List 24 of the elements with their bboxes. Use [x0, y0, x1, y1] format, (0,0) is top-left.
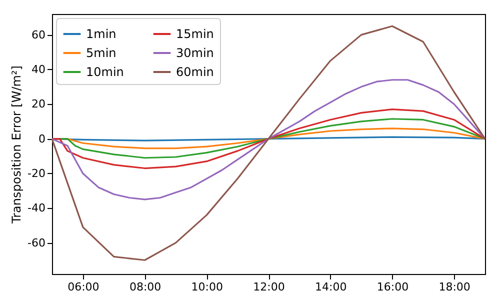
y-tick-label: 40: [32, 62, 46, 76]
y-tick-label: -20: [28, 166, 46, 180]
y-axis-title: Transposition Error [W/m²]: [10, 66, 24, 224]
y-tick-label: 20: [32, 98, 46, 111]
y-tick-label: -40: [28, 202, 46, 215]
y-tick-label: 60: [32, 28, 46, 42]
x-tick-label: 14:00: [315, 280, 347, 294]
line-series: [51, 79, 486, 200]
x-tick-label: 08:00: [129, 280, 162, 294]
y-tick-label: -60: [28, 236, 46, 250]
x-tick-label: 06:00: [68, 280, 100, 294]
legend-label: 1min: [86, 27, 116, 41]
x-tick-label: 10:00: [191, 280, 223, 294]
legend-label: 5min: [86, 46, 116, 60]
x-tick-label: 12:00: [253, 280, 285, 294]
legend-label: 60min: [176, 65, 214, 79]
line-series: [51, 108, 486, 170]
legend-label: 10min: [86, 65, 124, 79]
x-tick-label: 18:00: [438, 280, 470, 294]
x-tick-label: 16:00: [376, 280, 409, 294]
legend-label: 30min: [176, 46, 214, 60]
legend-label: 15min: [176, 27, 214, 41]
y-tick-label: 0: [38, 132, 46, 146]
line-series: [51, 25, 486, 261]
